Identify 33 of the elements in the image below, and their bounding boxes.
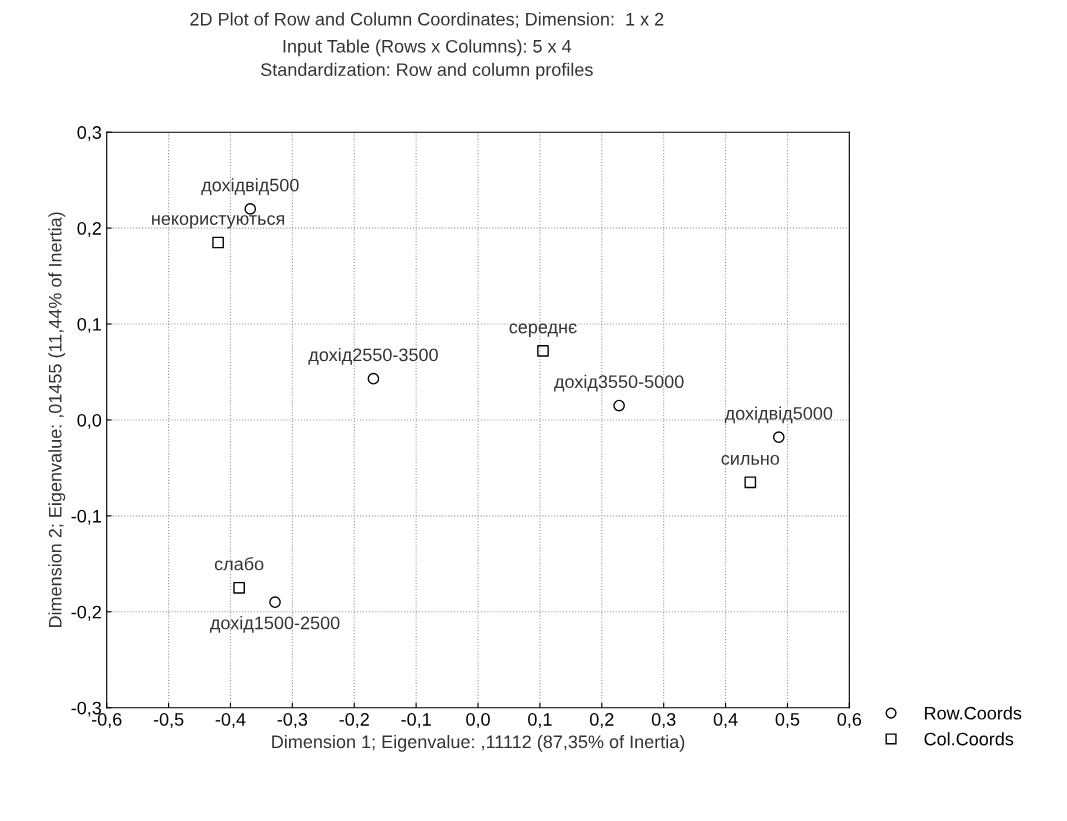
x-tick-label: 0,2: [589, 713, 614, 728]
x-tick-label: 0,1: [528, 713, 552, 728]
legend-label: Row.Coords: [925, 706, 1022, 720]
y-tick-label: 0,0: [77, 413, 102, 429]
chart-title: 2D Plot of Row and Column Coordinates; Dimension: 1 x 2: [190, 12, 664, 28]
x-tick-label: -0,1: [401, 713, 431, 728]
x-tick-label: 0,3: [651, 713, 676, 728]
x-tick-label: 0,4: [713, 713, 738, 728]
annotation: дохід3550-5000: [554, 374, 684, 392]
legend-label: Col.Coords: [924, 732, 1014, 746]
annotation: середнє: [509, 323, 577, 337]
annotation: дохід1500-2500: [210, 616, 340, 633]
y-tick-label: 0,1: [77, 317, 101, 333]
x-axis-title: Dimension 1; Eigenvalue: ,11112 (87,35% of Inertia): [272, 734, 685, 752]
annotation: некористуються: [152, 215, 285, 229]
annotation: дохідвід5000: [724, 406, 833, 424]
y-tick-label: -0,2: [71, 605, 101, 621]
x-tick-label: 0,6: [837, 713, 862, 728]
x-tick-label: -0,3: [277, 713, 308, 728]
y-axis-title: Dimension 2; Eigenvalue: ,01455 (11,44% of Inertia): [48, 212, 66, 628]
x-tick-label: 0,5: [775, 713, 800, 728]
y-tick-label: 0,3: [77, 126, 102, 142]
y-tick-label: 0,2: [77, 222, 101, 237]
annotation: дохід2550-3500: [308, 347, 438, 365]
chart-subtitle: Input Table (Rows x Columns): 5 x 4 Standardization: Row and column profiles: [261, 39, 593, 80]
x-tick-label: -0,2: [339, 713, 369, 728]
annotation: слабо: [214, 556, 264, 571]
x-tick-label: -0,5: [153, 713, 184, 728]
annotation: дохідвід500: [201, 178, 299, 195]
annotation: сильно: [721, 454, 780, 465]
y-tick-label: -0,1: [71, 509, 101, 525]
x-tick-label: -0,4: [215, 713, 246, 728]
x-tick-label: 0,0: [466, 713, 490, 728]
